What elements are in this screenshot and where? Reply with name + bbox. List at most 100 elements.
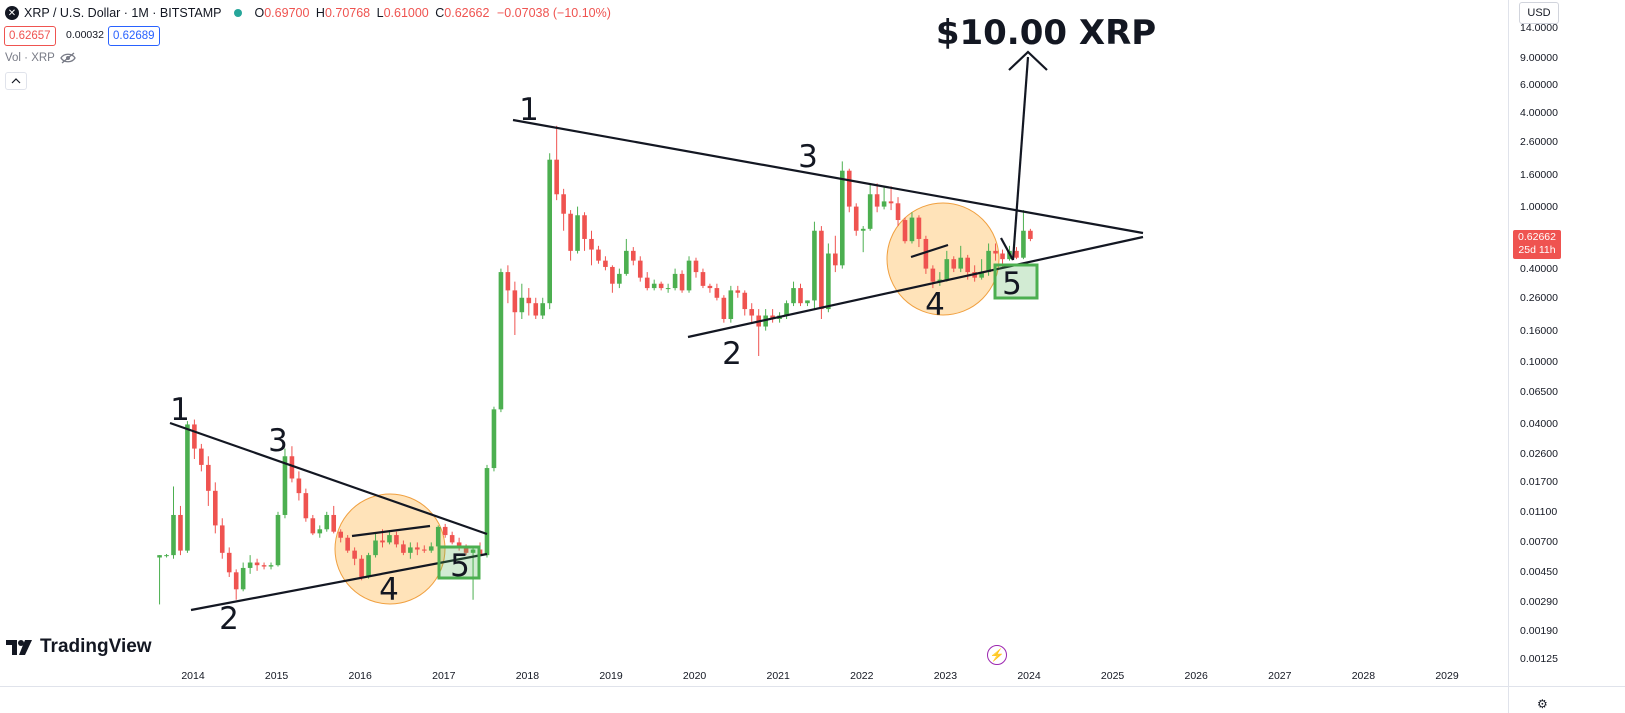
candle-down <box>192 424 197 449</box>
price-tick-label: 1.60000 <box>1520 168 1558 181</box>
time-tick-label: 2019 <box>599 670 623 682</box>
candle-up <box>268 565 274 567</box>
price-tick-label: 0.00290 <box>1520 596 1558 609</box>
arrow-head-icon <box>1008 50 1048 71</box>
candle-up <box>387 535 392 543</box>
wave-label-3-early[interactable]: 3 <box>268 423 288 459</box>
candle-up <box>484 468 490 556</box>
candle-down <box>610 266 615 284</box>
wave-label-5-early[interactable]: 5 <box>450 548 470 584</box>
candle-down <box>1014 250 1019 258</box>
time-axis-border <box>0 686 1625 687</box>
candle-up <box>672 273 678 289</box>
wave-label-2-early[interactable]: 2 <box>219 601 239 637</box>
candle-down <box>596 249 601 261</box>
price-tick-label: 0.01700 <box>1520 476 1558 489</box>
price-tick-label: 9.00000 <box>1520 51 1558 64</box>
wave-label-2-late[interactable]: 2 <box>722 336 742 372</box>
wave-label-5-late[interactable]: 5 <box>1002 266 1022 302</box>
candles <box>157 125 1033 605</box>
price-tick-label: 0.02600 <box>1520 447 1558 460</box>
candle-down <box>463 548 469 553</box>
candle-up <box>651 283 657 289</box>
candle-up <box>324 514 330 530</box>
candle-up <box>164 555 169 557</box>
candle-up <box>498 272 504 410</box>
market-status-icon[interactable] <box>233 9 242 17</box>
wave-label-4-early[interactable]: 4 <box>379 572 399 608</box>
candle-up <box>185 424 190 551</box>
symbol-title[interactable]: XRP / U.S. Dollar · 1M · BITSTAMP <box>24 6 222 20</box>
candle-down <box>582 215 587 239</box>
candle-down <box>401 544 406 553</box>
projection-line-up <box>1011 56 1030 261</box>
time-tick-label: 2023 <box>933 670 958 682</box>
price-tick-label: 0.26000 <box>1520 291 1558 304</box>
candle-up <box>867 194 873 229</box>
wave-label-3-late[interactable]: 3 <box>798 139 818 175</box>
buy-price-button[interactable]: 0.62689 <box>108 26 160 46</box>
collapse-legend-button[interactable] <box>5 72 27 90</box>
eye-hidden-icon[interactable] <box>60 52 76 64</box>
candle-down <box>331 514 337 532</box>
last-price-label: 0.62662 25d 11h <box>1513 230 1561 259</box>
xrp-logo-icon: ✕ <box>5 6 19 20</box>
candle-up <box>282 456 288 515</box>
candle-up <box>519 297 525 313</box>
candle-down <box>742 292 748 310</box>
sell-price-button[interactable]: 0.62657 <box>4 26 56 46</box>
candle-down <box>951 259 957 269</box>
candle-down <box>916 217 922 239</box>
candle-down <box>679 273 685 291</box>
candle-down <box>526 297 532 304</box>
candle-up <box>860 228 866 231</box>
time-tick-label: 2022 <box>850 670 874 682</box>
tradingview-logo[interactable]: TradingView <box>6 636 152 658</box>
volume-indicator-label[interactable]: Vol · XRP <box>5 52 76 64</box>
overlay-shapes <box>334 202 1000 605</box>
candle-up <box>435 526 441 547</box>
wave-label-1-early[interactable]: 1 <box>170 392 190 428</box>
lightning-icon[interactable]: ⚡ <box>987 645 1007 665</box>
candle-up <box>373 540 378 556</box>
candle-down <box>254 562 260 566</box>
candle-down <box>993 250 998 254</box>
candle-down <box>770 315 775 319</box>
currency-button[interactable]: USD <box>1519 2 1559 24</box>
candle-up <box>1021 230 1026 258</box>
candle-down <box>226 552 232 573</box>
price-tick-label: 6.00000 <box>1520 79 1558 92</box>
candle-up <box>247 562 253 568</box>
time-tick-label: 2027 <box>1268 670 1292 682</box>
candle-up <box>979 272 984 278</box>
candle-up <box>540 303 546 316</box>
candle-down <box>658 283 664 289</box>
candle-down <box>352 550 357 559</box>
time-tick-label: 2029 <box>1435 670 1459 682</box>
candle-up <box>275 514 281 566</box>
candle-down <box>561 194 566 214</box>
settings-gear-icon[interactable]: ⚙ <box>1537 697 1548 711</box>
trendline-lower-late <box>687 235 1144 339</box>
candle-down <box>456 542 462 549</box>
chevron-up-icon <box>11 78 21 84</box>
candle-down <box>206 464 211 491</box>
candle-down <box>923 238 929 269</box>
symbol-header[interactable]: ✕ XRP / U.S. Dollar · 1M · BITSTAMP O0.6… <box>0 0 611 26</box>
wave-label-4-late[interactable]: 4 <box>925 287 945 323</box>
trendline-upper-late <box>512 118 1144 235</box>
candle-down <box>603 260 608 267</box>
candle-up <box>839 170 845 266</box>
candle-up <box>547 159 552 304</box>
time-tick-label: 2014 <box>181 670 205 682</box>
candle-down <box>289 456 295 479</box>
candle-up <box>240 567 246 590</box>
candle-down <box>714 288 720 298</box>
price-target-label[interactable]: $10.00 XRP <box>935 13 1157 53</box>
wave-label-1-late[interactable]: 1 <box>519 92 539 128</box>
candle-down <box>833 253 838 266</box>
candle-up <box>986 250 991 273</box>
price-tick-label: 0.10000 <box>1520 356 1558 369</box>
